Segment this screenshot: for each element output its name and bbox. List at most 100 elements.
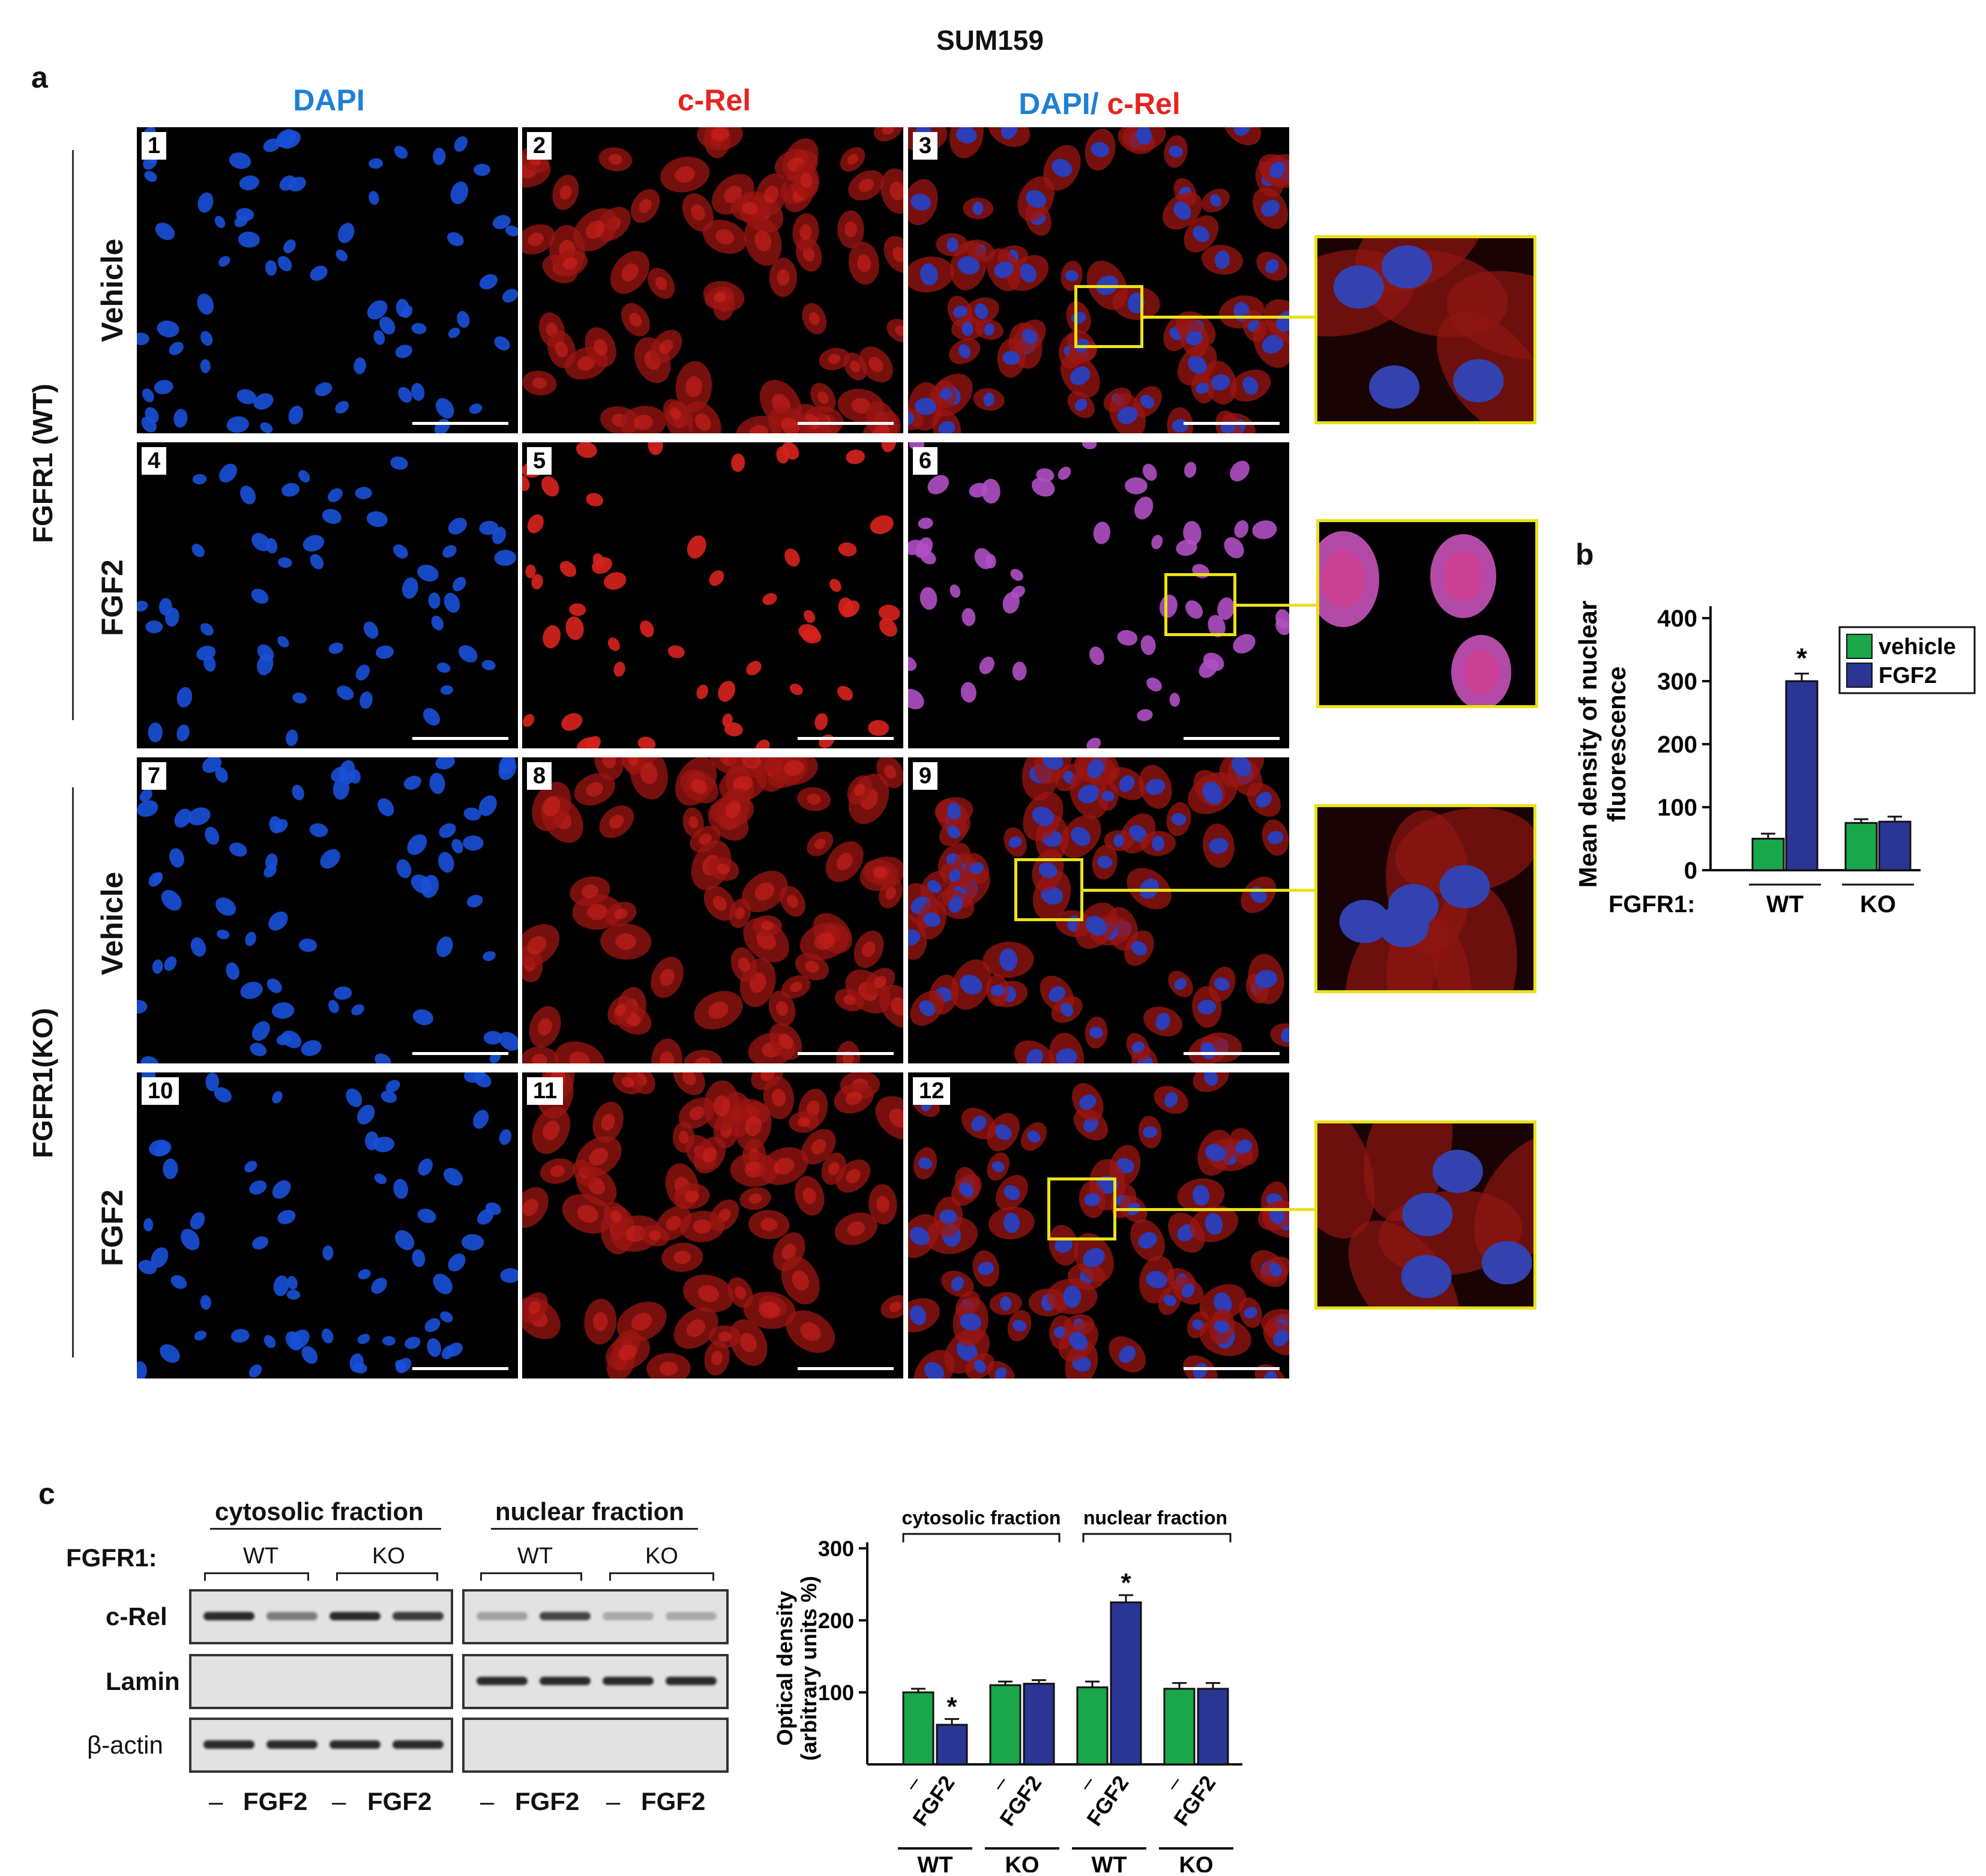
blot-header-nuclear: nuclear fraction [495,1497,685,1526]
panel-number: 2 [527,132,552,160]
blot-genotype-bracket [336,1572,438,1581]
panel-number: 9 [913,762,938,790]
micrograph-10: 10 [137,1072,518,1378]
blot-strip [462,1589,729,1644]
blot-fgfr1-label: FGFR1: [66,1544,157,1572]
blot-band [329,1740,381,1749]
blot-lane-label: – [480,1787,495,1815]
panel-number: 4 [142,447,167,475]
chart-c-bar [1163,1688,1196,1766]
blot-band [603,1677,654,1685]
row-label-4: FGF2 [95,1189,129,1266]
chart-b-y-tick-label: 0 [1684,858,1697,884]
panel-number: 5 [527,447,552,475]
micrograph-5: 5 [522,442,903,748]
micrograph-9: 9 [908,757,1289,1063]
merge-dapi-label: DAPI/ [1019,87,1099,121]
chart-b-significance-star: * [1796,642,1807,673]
blot-band [666,1612,717,1620]
blot-band [477,1612,528,1620]
chart-c-category-label: KO [1179,1853,1214,1872]
blot-band [540,1612,591,1620]
scale-bar [798,1052,894,1055]
wt-group-line [72,150,74,720]
blot-lane-label: – [332,1787,346,1815]
chart-c-category-label: KO [1005,1853,1040,1872]
zoom-region-box [1164,573,1236,636]
chart-c-significance-star: * [946,1692,957,1721]
scale-bar [798,737,894,740]
zoom-region-box [1047,1177,1116,1240]
panel-number: 8 [527,762,552,790]
blot-header-cytosolic-line [210,1528,441,1530]
blot-genotype-label: WT [243,1544,279,1569]
chart-c-bar [1110,1601,1142,1766]
zoom-connector-line [1116,1207,1314,1211]
chart-c-group-bracket [1082,1533,1232,1542]
zoom-connector-line [1143,315,1314,319]
panel-number: 11 [527,1077,564,1105]
zoom-connector-line [1083,888,1314,892]
zoom-inset-12 [1314,1120,1536,1309]
blot-lane-label: FGF2 [243,1787,308,1815]
blot-band [603,1612,654,1620]
blot-lane-label: – [606,1787,621,1815]
chart-c-bar [1197,1688,1229,1766]
chart-b-category-label: WT [1766,891,1804,918]
chart-b-y-tick-label: 300 [1657,669,1697,695]
blot-genotype-label: WT [517,1544,553,1569]
micrograph-2: 2 [522,127,903,433]
blot-lane-label: – [209,1787,223,1815]
chart-b-bar [1878,820,1912,871]
micrograph-7: 7 [137,757,518,1063]
chart-c-y-label: Optical density(arbitrary units %) [772,1576,821,1761]
chart-c-group-header: cytosolic fraction [902,1507,1061,1529]
blot-strip [189,1718,453,1773]
group-label-wt: FGFR1 (WT) [27,383,58,543]
blot-band [329,1612,381,1620]
blot-strip [189,1654,453,1709]
ko-group-line [72,787,74,1357]
blot-genotype-label: KO [372,1544,405,1569]
chart-c-y-tick-label: 300 [818,1536,854,1561]
chart-c-y-tick-label: 100 [818,1680,854,1705]
blot-row-label: Lamin [106,1667,180,1695]
blot-genotype-bracket [609,1572,714,1581]
blot-row-label: β-actin [87,1731,163,1759]
chart-c-tick-label: – [985,1771,1013,1795]
chart-c: 100 200 300 Optical density(arbitrary units… [772,1507,1242,1872]
scale-bar [412,1052,508,1055]
panel-number: 1 [142,132,167,160]
column-header-dapi: DAPI [293,83,365,117]
panel-number: 6 [913,447,938,475]
blot-band [203,1612,254,1620]
row-label-2: FGF2 [95,559,129,636]
micrograph-11: 11 [522,1072,903,1378]
micrograph-12: 12 [908,1072,1289,1378]
blot-row-label: c-Rel [106,1602,167,1631]
micrograph-3: 3 [908,127,1289,433]
chart-b-y-label: Mean density of nuclearfluorescence [1574,601,1631,888]
blot-band [393,1740,444,1749]
chart-b-category-label: KO [1860,891,1896,918]
chart-b-legend-label: vehicle [1879,634,1956,660]
micrograph-8: 8 [522,757,903,1063]
blot-band [477,1677,528,1685]
row-label-3: Vehicle [95,871,129,975]
chart-b-bar [1785,680,1819,871]
blot-header-cytosolic: cytosolic fraction [215,1497,424,1526]
chart-c-y-tick-label: 200 [818,1608,854,1633]
zoom-inset-3 [1314,235,1536,424]
chart-c-group-header: nuclear fraction [1083,1507,1227,1529]
blot-band [540,1677,591,1685]
blot-strip [189,1589,453,1644]
zoom-inset-6 [1316,519,1538,708]
panel-label-c: c [38,1477,55,1511]
blot-band [266,1612,317,1620]
chart-c-bar [1023,1683,1055,1766]
chart-c-significance-star: * [1121,1568,1131,1598]
blot-band [266,1740,317,1749]
blot-band [393,1612,444,1620]
blot-lane-label: FGF2 [515,1787,580,1815]
zoom-region-box [1074,285,1143,348]
